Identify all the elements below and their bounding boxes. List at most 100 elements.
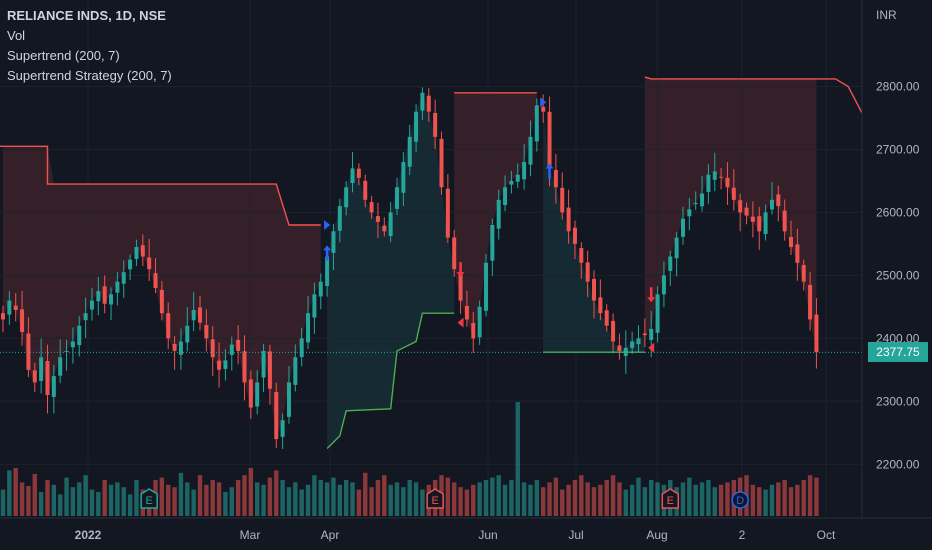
candle-body	[750, 216, 755, 222]
time-tick-label: Apr	[321, 528, 340, 542]
legend-supertrend[interactable]: Supertrend (200, 7)	[7, 48, 120, 63]
volume-bar	[64, 477, 69, 516]
candle-body	[719, 176, 724, 178]
candle-body	[159, 289, 164, 314]
volume-bar	[750, 484, 756, 516]
candle-body	[464, 305, 469, 320]
candle-body	[312, 294, 317, 318]
volume-bar	[757, 487, 762, 516]
volume-bar	[693, 484, 698, 516]
candle-body	[236, 339, 241, 351]
volume-bar	[242, 475, 247, 516]
earnings-icon	[426, 488, 444, 509]
volume-bar	[299, 489, 304, 516]
volume-bar	[57, 494, 63, 516]
candle-body	[306, 313, 311, 343]
time-tick-label: 2	[739, 528, 746, 542]
volume-bar	[13, 468, 18, 516]
candle-body	[483, 262, 488, 311]
volume-bar	[610, 475, 616, 516]
event-label: E	[431, 495, 438, 507]
volume-bar	[483, 480, 489, 516]
price-tick-label: 2500.00	[876, 268, 920, 282]
candle-body	[477, 306, 482, 338]
legend-supertrend-strategy[interactable]: Supertrend Strategy (200, 7)	[7, 68, 172, 83]
candle-body	[604, 310, 609, 326]
volume-bar	[788, 487, 794, 516]
long-entry-icon	[540, 97, 547, 108]
candle-body	[299, 338, 304, 358]
candle-body	[121, 272, 126, 284]
volume-bar	[420, 489, 425, 516]
volume-bar	[642, 487, 648, 516]
price-tick-label: 2600.00	[876, 205, 920, 219]
candle-body	[337, 206, 342, 231]
volume-bar	[445, 477, 451, 516]
candle-body	[198, 307, 203, 323]
candle-body	[585, 262, 590, 282]
candle-body	[680, 218, 685, 237]
volume-bar	[26, 486, 31, 516]
volume-bar	[534, 480, 540, 516]
volume-bar	[293, 482, 298, 516]
price-tick-label: 2700.00	[876, 142, 920, 156]
earnings-icon	[140, 488, 158, 509]
grid	[0, 0, 862, 518]
candle-body	[185, 325, 190, 343]
volume-bar	[521, 482, 527, 516]
candle-body	[744, 207, 749, 216]
candle-body	[229, 344, 234, 355]
candle-body	[687, 209, 692, 217]
candle-body	[248, 379, 253, 408]
volume-bar	[496, 475, 501, 516]
volume-bar	[172, 487, 177, 516]
volume-bar	[795, 484, 800, 516]
chart-legend: RELIANCE INDS, 1D, NSE Vol Supertrend (2…	[7, 6, 172, 86]
candle-body	[242, 351, 247, 383]
volume-bars	[0, 402, 819, 516]
earnings-icon	[661, 488, 680, 509]
legend-vol[interactable]: Vol	[7, 28, 26, 43]
candle-body	[363, 180, 368, 200]
volume-bar	[477, 482, 482, 516]
candle-body	[26, 333, 31, 370]
volume-bar	[540, 487, 546, 516]
volume-bar	[687, 477, 692, 516]
volume-bar	[801, 480, 806, 516]
event-label: D	[736, 495, 744, 507]
candle-body	[13, 305, 18, 311]
volume-bar	[401, 487, 406, 516]
candle-body	[668, 256, 673, 271]
candle-body	[128, 259, 133, 270]
symbol-title[interactable]: RELIANCE INDS, 1D, NSE	[7, 8, 166, 23]
volume-bar	[318, 480, 323, 516]
candle-body	[147, 257, 152, 270]
candle-body	[630, 341, 635, 348]
candle-body	[522, 162, 527, 180]
volume-bar	[204, 484, 209, 516]
candle-body	[439, 138, 444, 188]
volume-bar	[324, 482, 330, 516]
candle-body	[70, 341, 75, 348]
event-label: E	[145, 495, 152, 507]
volume-bar	[127, 494, 133, 516]
candle-body	[700, 193, 705, 207]
volume-bar	[413, 482, 419, 516]
time-tick-label: Jun	[478, 528, 497, 542]
candle-body	[503, 187, 508, 205]
volume-bar	[305, 484, 311, 516]
volume-bar	[560, 489, 565, 516]
candle-body	[738, 200, 743, 213]
volume-bar	[337, 484, 343, 516]
volume-bar	[452, 482, 457, 516]
candle-body	[280, 420, 285, 437]
candle-body	[814, 314, 819, 353]
volume-bar	[229, 487, 234, 516]
candle-body	[267, 351, 272, 389]
candle-body	[261, 350, 266, 378]
volume-bar	[572, 480, 578, 516]
volume-bar	[121, 487, 126, 516]
